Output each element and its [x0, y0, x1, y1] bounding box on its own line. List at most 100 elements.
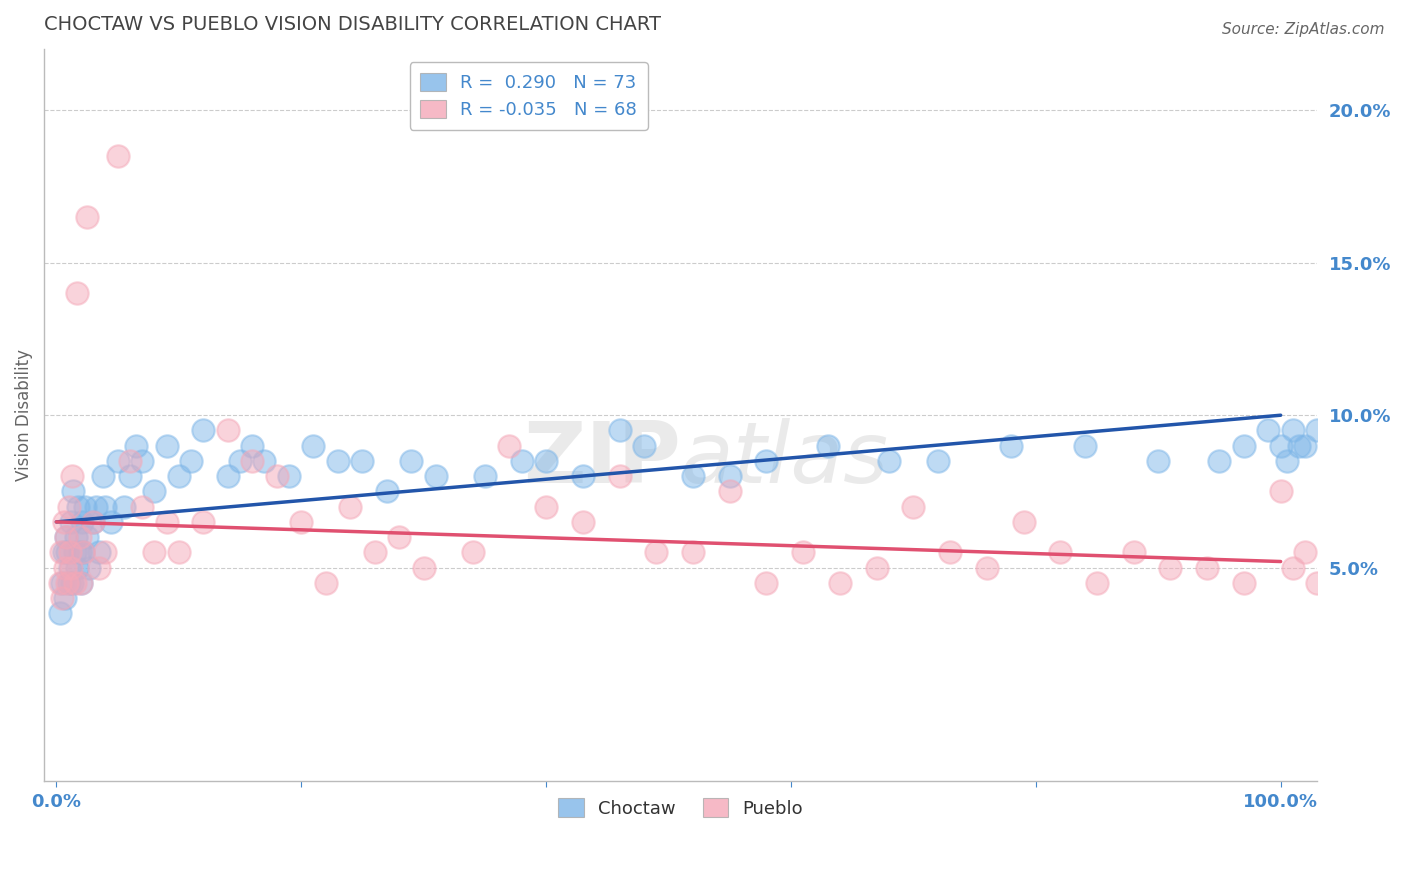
Point: [1355, 530, 1378, 544]
Point: [118, 469, 141, 483]
Point: [63, 545, 86, 559]
Point: [55, 530, 77, 544]
Point: [73, 500, 96, 514]
Point: [572, 469, 595, 483]
Point: [125, 439, 148, 453]
Point: [65, 530, 87, 544]
Point: [1294, 545, 1316, 559]
Point: [72, 545, 94, 559]
Point: [1270, 484, 1292, 499]
Point: [976, 560, 998, 574]
Point: [131, 500, 153, 514]
Point: [143, 484, 166, 499]
Point: [107, 149, 129, 163]
Point: [100, 515, 122, 529]
Point: [1197, 560, 1219, 574]
Point: [89, 545, 111, 559]
Point: [52, 545, 75, 559]
Point: [69, 575, 91, 590]
Point: [1319, 560, 1341, 574]
Point: [53, 591, 76, 606]
Point: [865, 560, 887, 574]
Point: [339, 500, 361, 514]
Point: [375, 484, 398, 499]
Point: [63, 575, 86, 590]
Point: [51, 545, 73, 559]
Point: [609, 424, 631, 438]
Point: [94, 545, 117, 559]
Point: [352, 454, 374, 468]
Point: [143, 545, 166, 559]
Point: [718, 469, 741, 483]
Point: [82, 515, 104, 529]
Point: [278, 469, 301, 483]
Point: [755, 575, 778, 590]
Point: [112, 500, 135, 514]
Text: Source: ZipAtlas.com: Source: ZipAtlas.com: [1222, 22, 1385, 37]
Point: [266, 469, 288, 483]
Point: [1122, 545, 1144, 559]
Point: [1379, 545, 1402, 559]
Point: [53, 560, 76, 574]
Point: [60, 575, 83, 590]
Point: [155, 515, 177, 529]
Text: CHOCTAW VS PUEBLO VISION DISABILITY CORRELATION CHART: CHOCTAW VS PUEBLO VISION DISABILITY CORR…: [44, 15, 661, 34]
Point: [66, 560, 89, 574]
Point: [76, 210, 98, 224]
Point: [1159, 560, 1181, 574]
Point: [60, 560, 83, 574]
Point: [927, 454, 949, 468]
Point: [84, 500, 107, 514]
Point: [240, 439, 263, 453]
Point: [217, 469, 239, 483]
Point: [363, 545, 385, 559]
Text: atlas: atlas: [681, 417, 889, 500]
Point: [1147, 454, 1170, 468]
Point: [326, 454, 349, 468]
Point: [388, 530, 411, 544]
Point: [69, 575, 91, 590]
Point: [302, 439, 325, 453]
Point: [180, 454, 202, 468]
Point: [534, 500, 557, 514]
Point: [56, 575, 79, 590]
Point: [62, 484, 84, 499]
Point: [91, 469, 114, 483]
Point: [315, 575, 337, 590]
Point: [69, 545, 91, 559]
Point: [52, 515, 75, 529]
Point: [682, 545, 704, 559]
Point: [89, 560, 111, 574]
Point: [51, 591, 73, 606]
Point: [1270, 439, 1292, 453]
Point: [1306, 424, 1329, 438]
Point: [217, 424, 239, 438]
Point: [817, 439, 839, 453]
Point: [107, 454, 129, 468]
Point: [193, 424, 215, 438]
Point: [59, 560, 82, 574]
Point: [1275, 454, 1298, 468]
Point: [682, 469, 704, 483]
Point: [58, 500, 80, 514]
Point: [131, 454, 153, 468]
Point: [72, 545, 94, 559]
Point: [290, 515, 312, 529]
Point: [1233, 575, 1256, 590]
Point: [193, 515, 215, 529]
Point: [1282, 560, 1305, 574]
Point: [877, 454, 900, 468]
Point: [903, 500, 925, 514]
Point: [1282, 424, 1305, 438]
Point: [792, 545, 814, 559]
Point: [229, 454, 252, 468]
Legend: Choctaw, Pueblo: Choctaw, Pueblo: [550, 789, 813, 827]
Point: [1085, 575, 1108, 590]
Point: [253, 454, 276, 468]
Point: [1000, 439, 1022, 453]
Point: [94, 500, 117, 514]
Point: [412, 560, 434, 574]
Point: [474, 469, 496, 483]
Point: [828, 575, 851, 590]
Point: [79, 560, 101, 574]
